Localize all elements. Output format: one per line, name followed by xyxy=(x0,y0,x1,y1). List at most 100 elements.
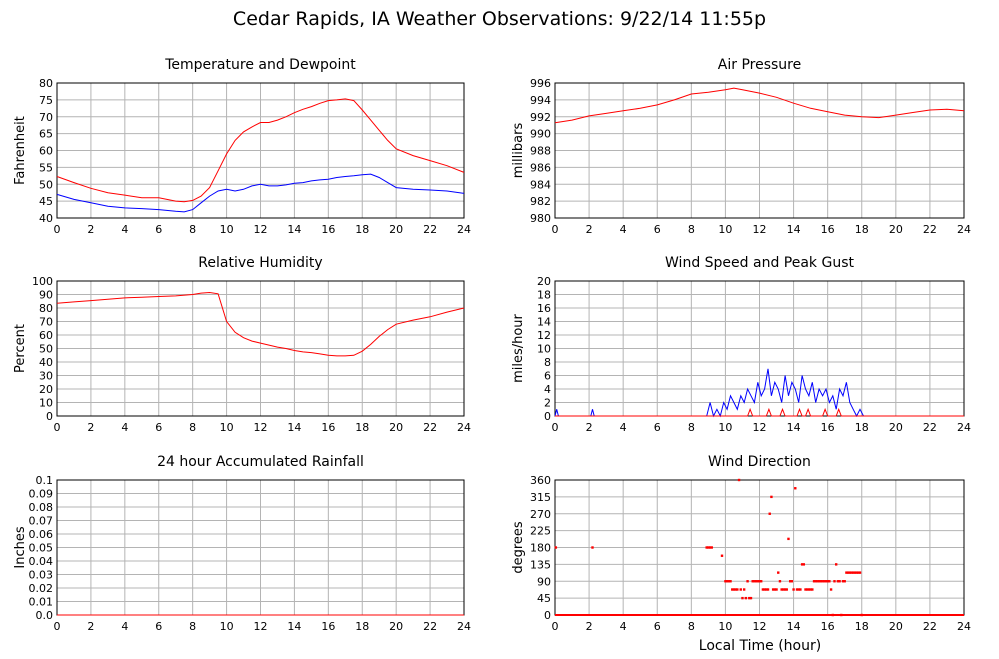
wdir-y-tick-label: 135 xyxy=(530,558,551,571)
rain-x-tick-label: 2 xyxy=(87,620,94,633)
pressure-x-tick-label: 0 xyxy=(552,223,559,236)
wdir-point xyxy=(741,596,744,600)
rh-y-tick-label: 100 xyxy=(32,275,53,288)
temp-x-tick-label: 8 xyxy=(189,223,196,236)
wdir-point xyxy=(829,588,833,591)
pressure-x-tick-label: 10 xyxy=(718,223,732,236)
wdir-point xyxy=(809,588,812,591)
wind-y-axis-label: miles/hour xyxy=(511,313,526,382)
rh-y-tick-label: 0 xyxy=(46,410,53,423)
wind-y-tick-label: 2 xyxy=(544,397,551,410)
pressure-x-tick-label: 12 xyxy=(753,223,767,236)
rain-y-tick-label: 0.0 xyxy=(36,609,54,622)
rh-y-tick-label: 20 xyxy=(39,383,53,396)
wdir-point xyxy=(554,546,558,549)
wdir-point xyxy=(739,588,742,591)
wdir-point xyxy=(777,571,780,574)
wdir-chart-title: Wind Direction xyxy=(708,454,811,470)
wdir-point xyxy=(858,571,862,574)
wdir-y-tick-label: 0 xyxy=(544,609,551,622)
rain-y-tick-label: 0.03 xyxy=(29,569,54,582)
wdir-point xyxy=(799,588,802,591)
wind-x-tick-label: 22 xyxy=(923,421,937,434)
wdir-point xyxy=(800,563,804,566)
pressure-x-tick-label: 4 xyxy=(620,223,627,236)
wdir-chart: 0 2 4 6 8 10 12 14 16 18 20 22 240459013518022527031… xyxy=(511,454,971,633)
wdir-point xyxy=(790,580,794,583)
wdir-point xyxy=(794,487,797,490)
wdir-point xyxy=(770,495,773,499)
wdir-point xyxy=(737,478,741,482)
pressure-x-tick-label: 22 xyxy=(923,223,937,236)
wdir-point xyxy=(768,512,771,515)
wdir-point xyxy=(780,588,783,591)
pressure-x-tick-label: 2 xyxy=(586,223,593,236)
wdir-point xyxy=(821,580,824,583)
wdir-point xyxy=(725,580,729,583)
rh-x-tick-label: 16 xyxy=(321,421,335,434)
wdir-point xyxy=(824,580,828,583)
wdir-point xyxy=(707,546,710,549)
wind-y-tick-label: 8 xyxy=(544,356,551,369)
wdir-point xyxy=(765,588,768,591)
wdir-y-tick-label: 225 xyxy=(530,525,551,538)
wdir-y-tick-label: 315 xyxy=(530,491,551,504)
wdir-y-tick-label: 180 xyxy=(530,542,551,555)
wdir-point xyxy=(751,580,754,583)
x-axis-label: Local Time (hour) xyxy=(699,638,821,654)
pressure-y-tick-label: 996 xyxy=(530,77,551,90)
wdir-point xyxy=(795,588,799,591)
wdir-x-tick-label: 20 xyxy=(889,620,903,633)
rain-x-tick-label: 0 xyxy=(54,620,61,633)
wind-x-tick-label: 16 xyxy=(821,421,835,434)
rh-x-tick-label: 2 xyxy=(87,421,94,434)
wind-y-tick-label: 14 xyxy=(537,316,551,329)
wdir-point xyxy=(823,580,826,583)
wind-x-tick-label: 18 xyxy=(855,421,869,434)
temp-x-tick-label: 24 xyxy=(457,223,471,236)
wdir-point xyxy=(729,580,732,583)
wdir-point xyxy=(852,571,855,574)
pressure-y-tick-label: 988 xyxy=(530,145,551,158)
rain-y-tick-label: 0.04 xyxy=(29,555,54,568)
wdir-point xyxy=(788,580,792,583)
wind-x-tick-label: 8 xyxy=(688,421,695,434)
pressure-chart-title: Air Pressure xyxy=(718,57,801,73)
temp-y-tick-label: 65 xyxy=(39,128,53,141)
wdir-point xyxy=(828,580,831,583)
rh-y-tick-label: 60 xyxy=(39,329,53,342)
wdir-point xyxy=(758,580,761,583)
page-title: Cedar Rapids, IA Weather Observations: 9… xyxy=(232,8,767,30)
wdir-point xyxy=(848,571,852,574)
wdir-x-tick-label: 6 xyxy=(654,620,661,633)
wdir-point xyxy=(840,613,843,617)
wdir-point xyxy=(761,588,765,591)
pressure-x-tick-label: 14 xyxy=(787,223,801,236)
rh-y-axis-label: Percent xyxy=(13,324,28,373)
rh-x-tick-label: 4 xyxy=(121,421,128,434)
rh-chart-title: Relative Humidity xyxy=(198,255,322,271)
rh-x-tick-label: 10 xyxy=(220,421,234,434)
rain-y-tick-label: 0.05 xyxy=(29,542,54,555)
rain-x-tick-label: 8 xyxy=(189,620,196,633)
wdir-point xyxy=(806,588,809,591)
pressure-x-tick-label: 20 xyxy=(889,223,903,236)
temp-x-tick-label: 6 xyxy=(155,223,162,236)
pressure-x-tick-label: 16 xyxy=(821,223,835,236)
wind-chart: 0 2 4 6 8 10 12 14 16 18 20 22 2402468101214161820Wi… xyxy=(511,255,971,434)
rh-y-tick-label: 40 xyxy=(39,356,53,369)
wdir-x-tick-label: 12 xyxy=(753,620,767,633)
wdir-x-tick-label: 16 xyxy=(821,620,835,633)
rain-chart: 0 2 4 6 8 10 12 14 16 18 20 22 240.00.010.020.030.04… xyxy=(13,454,471,633)
temp-x-tick-label: 12 xyxy=(254,223,268,236)
temp-y-tick-label: 80 xyxy=(39,77,53,90)
temp-x-tick-label: 2 xyxy=(87,223,94,236)
pressure-x-tick-label: 6 xyxy=(654,223,661,236)
rain-x-tick-label: 24 xyxy=(457,620,471,633)
rain-y-axis-label: Inches xyxy=(13,526,28,568)
pressure-y-tick-label: 992 xyxy=(530,111,551,124)
temp-x-tick-label: 0 xyxy=(54,223,61,236)
wdir-x-tick-label: 0 xyxy=(552,620,559,633)
wdir-point xyxy=(749,596,753,600)
wind-y-tick-label: 0 xyxy=(544,410,551,423)
